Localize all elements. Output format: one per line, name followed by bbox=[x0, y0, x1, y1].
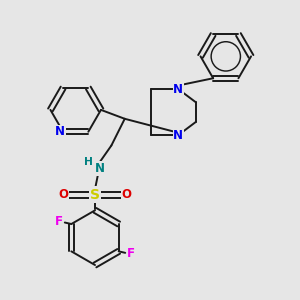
Text: N: N bbox=[173, 82, 183, 96]
Text: O: O bbox=[59, 188, 69, 201]
Text: O: O bbox=[121, 188, 131, 201]
Text: N: N bbox=[173, 129, 183, 142]
Text: F: F bbox=[127, 247, 135, 260]
Text: N: N bbox=[95, 162, 105, 175]
Text: F: F bbox=[55, 215, 63, 228]
Text: N: N bbox=[55, 125, 65, 138]
Text: S: S bbox=[90, 188, 100, 202]
Text: H: H bbox=[84, 157, 93, 167]
